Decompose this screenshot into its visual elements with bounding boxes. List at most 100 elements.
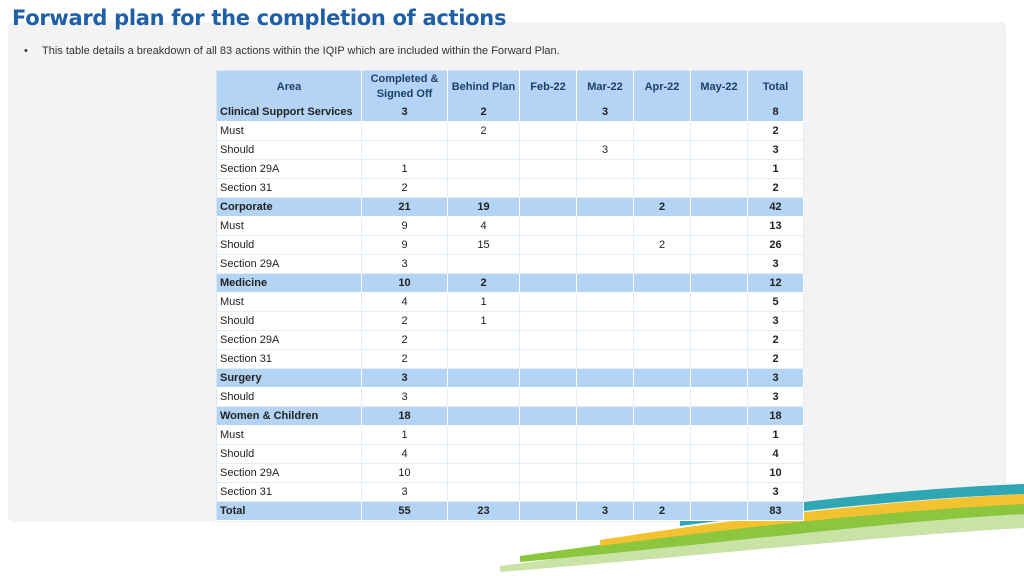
row-area-label: Section 31 [216, 178, 362, 198]
table-cell-mar-22 [576, 349, 634, 369]
row-area-label: Should [216, 235, 362, 255]
column-header-feb-22: Feb-22 [519, 70, 577, 103]
table-cell-completed-signed-off [361, 121, 448, 141]
table-cell-completed-signed-off: 3 [361, 254, 448, 274]
table-cell-behind-plan: 23 [447, 501, 520, 521]
table-cell-apr-22 [633, 444, 691, 464]
table-cell-feb-22 [519, 121, 577, 141]
table-cell-completed-signed-off: 2 [361, 311, 448, 331]
table-cell-feb-22 [519, 197, 577, 217]
table-row: Should 2 1 3 [216, 311, 804, 331]
table-cell-behind-plan: 2 [447, 103, 520, 122]
row-area-label: Must [216, 425, 362, 445]
table-cell-apr-22 [633, 178, 691, 198]
table-cell-total: 2 [747, 330, 804, 350]
table-cell-behind-plan: 4 [447, 216, 520, 236]
table-cell-total: 10 [747, 463, 804, 483]
table-cell-behind-plan: 15 [447, 235, 520, 255]
table-cell-feb-22 [519, 292, 577, 312]
table-cell-feb-22 [519, 406, 577, 426]
table-cell-may-22 [690, 444, 748, 464]
table-row: Section 29A 2 2 [216, 330, 804, 350]
table-cell-completed-signed-off: 9 [361, 235, 448, 255]
table-cell-may-22 [690, 406, 748, 426]
table-cell-feb-22 [519, 254, 577, 274]
table-cell-apr-22 [633, 387, 691, 407]
table-cell-may-22 [690, 482, 748, 502]
row-area-label: Corporate [216, 197, 362, 217]
table-cell-apr-22 [633, 121, 691, 141]
table-cell-total: 2 [747, 121, 804, 141]
table-cell-total: 2 [747, 178, 804, 198]
table-cell-behind-plan [447, 406, 520, 426]
table-cell-apr-22 [633, 216, 691, 236]
table-cell-mar-22: 3 [576, 103, 634, 122]
table-group-row: Total 55 23 3 2 83 [216, 501, 804, 521]
table-group-row: Medicine 10 2 12 [216, 273, 804, 293]
table-cell-may-22 [690, 349, 748, 369]
table-cell-mar-22 [576, 368, 634, 388]
table-cell-completed-signed-off: 3 [361, 103, 448, 122]
table-cell-feb-22 [519, 368, 577, 388]
table-cell-total: 1 [747, 159, 804, 179]
table-cell-total: 12 [747, 273, 804, 293]
table-group-row: Surgery 3 3 [216, 368, 804, 388]
table-cell-feb-22 [519, 349, 577, 369]
table-cell-completed-signed-off: 21 [361, 197, 448, 217]
table-row: Section 29A 3 3 [216, 254, 804, 274]
table-cell-feb-22 [519, 235, 577, 255]
table-cell-completed-signed-off: 3 [361, 482, 448, 502]
row-area-label: Should [216, 311, 362, 331]
row-area-label: Surgery [216, 368, 362, 388]
table-cell-feb-22 [519, 482, 577, 502]
bullet-text: This table details a breakdown of all 83… [42, 45, 560, 57]
table-cell-completed-signed-off: 10 [361, 273, 448, 293]
bullet-point: • This table details a breakdown of all … [24, 45, 560, 57]
table-cell-completed-signed-off: 18 [361, 406, 448, 426]
table-cell-apr-22 [633, 159, 691, 179]
table-cell-total: 13 [747, 216, 804, 236]
table-cell-apr-22 [633, 463, 691, 483]
row-area-label: Should [216, 140, 362, 160]
table-cell-total: 1 [747, 425, 804, 445]
table-cell-behind-plan [447, 254, 520, 274]
table-cell-mar-22 [576, 444, 634, 464]
table-cell-completed-signed-off: 10 [361, 463, 448, 483]
table-cell-completed-signed-off: 1 [361, 159, 448, 179]
table-cell-may-22 [690, 387, 748, 407]
table-cell-total: 26 [747, 235, 804, 255]
row-area-label: Section 31 [216, 349, 362, 369]
table-cell-feb-22 [519, 463, 577, 483]
table-cell-mar-22 [576, 406, 634, 426]
table-cell-total: 3 [747, 311, 804, 331]
table-cell-mar-22 [576, 121, 634, 141]
table-cell-completed-signed-off: 4 [361, 292, 448, 312]
table-cell-behind-plan: 19 [447, 197, 520, 217]
table-cell-behind-plan [447, 178, 520, 198]
table-cell-feb-22 [519, 103, 577, 122]
table-cell-total: 8 [747, 103, 804, 122]
table-row: Section 31 2 2 [216, 178, 804, 198]
row-area-label: Section 29A [216, 254, 362, 274]
table-cell-behind-plan [447, 159, 520, 179]
table-cell-may-22 [690, 103, 748, 122]
table-cell-feb-22 [519, 311, 577, 331]
table-cell-mar-22 [576, 425, 634, 445]
row-area-label: Must [216, 216, 362, 236]
table-row: Should 9 15 2 26 [216, 235, 804, 255]
table-cell-may-22 [690, 197, 748, 217]
table-cell-may-22 [690, 463, 748, 483]
table-cell-total: 2 [747, 349, 804, 369]
row-area-label: Must [216, 292, 362, 312]
table-cell-behind-plan: 1 [447, 292, 520, 312]
column-header-may-22: May-22 [690, 70, 748, 103]
row-area-label: Clinical Support Services [216, 103, 362, 122]
table-cell-feb-22 [519, 178, 577, 198]
table-cell-may-22 [690, 140, 748, 160]
table-cell-may-22 [690, 311, 748, 331]
table-cell-completed-signed-off: 2 [361, 330, 448, 350]
table-cell-behind-plan [447, 425, 520, 445]
table-cell-mar-22 [576, 311, 634, 331]
table-row: Must 1 1 [216, 425, 804, 445]
table-cell-behind-plan [447, 140, 520, 160]
